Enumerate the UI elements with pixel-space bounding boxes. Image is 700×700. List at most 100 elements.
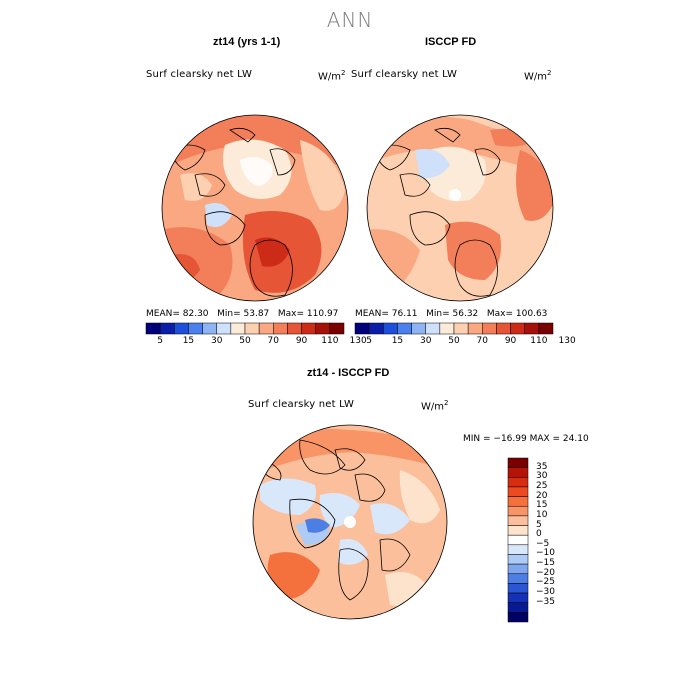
colorbar-swatch (507, 467, 529, 478)
colorbar-swatch (507, 496, 529, 507)
colorbar-swatch (507, 563, 529, 575)
map-observations-border (366, 114, 554, 302)
colorbar-tick-label: 5 (536, 519, 542, 530)
colorbar-observations (354, 322, 554, 335)
panel-2-units-base: W/m (524, 71, 547, 83)
colorbar-swatch (354, 322, 370, 335)
difference-units: W/m2 (421, 399, 448, 412)
colorbar-tick-label: 130 (349, 336, 367, 346)
panel-2-min-label: Min= (426, 309, 450, 319)
panel-1-units-base: W/m (318, 71, 341, 83)
panel-1-title: zt14 (yrs 1-1) (213, 36, 281, 48)
panel-2-units: W/m2 (524, 69, 551, 82)
colorbar-swatch (467, 322, 483, 335)
colorbar-tick-label: 5 (157, 336, 163, 346)
colorbar-swatch (425, 322, 441, 335)
panel-2-mean-label: MEAN= (355, 309, 389, 319)
colorbar-tick-label: 15 (182, 336, 195, 346)
difference-variable: Surf clearsky net LW (248, 399, 355, 410)
colorbar-swatch (244, 322, 260, 335)
difference-units-exp: 2 (444, 399, 449, 407)
colorbar-swatch (507, 554, 529, 565)
colorbar-swatch (174, 322, 189, 335)
colorbar-swatch (397, 322, 412, 335)
colorbar-swatch (411, 322, 426, 335)
colorbar-tick-label: 0 (536, 529, 542, 540)
panel-1-mean-value: 82.30 (182, 309, 209, 319)
panel-1-variable: Surf clearsky net LW (146, 69, 253, 80)
panel-1-max-label: Max= (277, 309, 305, 319)
colorbar-swatch (287, 322, 302, 335)
colorbar-swatch (507, 534, 529, 546)
map-observations (367, 115, 553, 301)
panel-2-max-value: 100.63 (515, 309, 548, 319)
colorbar-tick-label: 35 (536, 461, 548, 472)
colorbar-swatch (368, 322, 384, 335)
colorbar-tick-label: 30 (536, 471, 548, 482)
colorbar-tick-label: 50 (448, 336, 460, 346)
colorbar-swatch (538, 322, 554, 335)
colorbar-model (145, 322, 345, 335)
colorbar-swatch (145, 322, 161, 335)
colorbar-swatch (188, 322, 203, 335)
difference-title: zt14 - ISCCP FD (307, 367, 390, 379)
panel-2-title: ISCCP FD (425, 36, 477, 48)
panel-2-variable: Surf clearsky net LW (351, 69, 458, 80)
colorbar-tick-label: 110 (530, 336, 548, 346)
colorbar-swatch (329, 322, 345, 335)
colorbar-swatch (301, 322, 316, 335)
colorbar-swatch (510, 322, 525, 335)
colorbar-swatch (159, 322, 175, 335)
colorbar-tick-label: 30 (419, 336, 432, 346)
map-difference (253, 425, 447, 619)
colorbar-tick-label: −25 (536, 577, 555, 588)
colorbar-tick-label: 110 (321, 336, 339, 346)
colorbar-swatch (216, 322, 232, 335)
colorbar-swatch (258, 322, 274, 335)
colorbar-tick-label: 5 (366, 336, 372, 346)
colorbar-tick-label: 90 (295, 336, 308, 346)
colorbar-swatch (315, 322, 331, 335)
difference-units-base: W/m (421, 401, 444, 413)
colorbar-tick-label: 30 (210, 336, 223, 346)
map-model-border (161, 114, 349, 302)
colorbar-tick-label: −20 (536, 567, 555, 578)
colorbar-tick-label: 20 (536, 490, 548, 501)
colorbar-swatch (507, 592, 529, 603)
colorbar-swatch (439, 322, 455, 335)
panel-1-min-label: Min= (217, 309, 241, 319)
colorbar-swatch (383, 322, 398, 335)
colorbar-swatch (507, 525, 529, 536)
panel-1-mean-label: MEAN= (146, 309, 180, 319)
panel-1-units-exp: 2 (341, 69, 346, 77)
colorbar-swatch (507, 583, 529, 594)
colorbar-tick-label: −30 (536, 587, 555, 598)
colorbar-swatch (453, 322, 469, 335)
colorbar-tick-label: −15 (536, 558, 555, 569)
colorbar-swatch (507, 602, 529, 613)
map-model (162, 115, 348, 301)
colorbar-tick-label: 50 (239, 336, 251, 346)
panel-2-stats: MEAN= 76.11 Min= 56.32 Max= 100.63 (355, 309, 547, 319)
colorbar-swatch (507, 486, 529, 497)
colorbar-tick-label: 25 (536, 480, 548, 491)
panel-1-units: W/m2 (318, 69, 345, 82)
colorbar-tick-label: 10 (536, 509, 548, 520)
colorbar-swatch (524, 322, 540, 335)
colorbar-tick-label: 15 (391, 336, 404, 346)
map-difference-border (252, 424, 448, 620)
difference-range: MIN = −16.99 MAX = 24.10 (463, 434, 589, 444)
colorbar-swatch (202, 322, 217, 335)
colorbar-tick-label: 130 (558, 336, 576, 346)
colorbar-swatch (273, 322, 288, 335)
colorbar-swatch (482, 322, 497, 335)
colorbar-swatch (507, 457, 529, 468)
main-title: ANN (326, 8, 374, 32)
panel-2-units-exp: 2 (547, 69, 552, 77)
colorbar-swatch (507, 505, 529, 517)
panel-2-mean-value: 76.11 (391, 309, 418, 319)
colorbar-swatch (230, 322, 246, 335)
colorbar-tick-label: 90 (504, 336, 517, 346)
panel-2-min-value: 56.32 (452, 309, 479, 319)
